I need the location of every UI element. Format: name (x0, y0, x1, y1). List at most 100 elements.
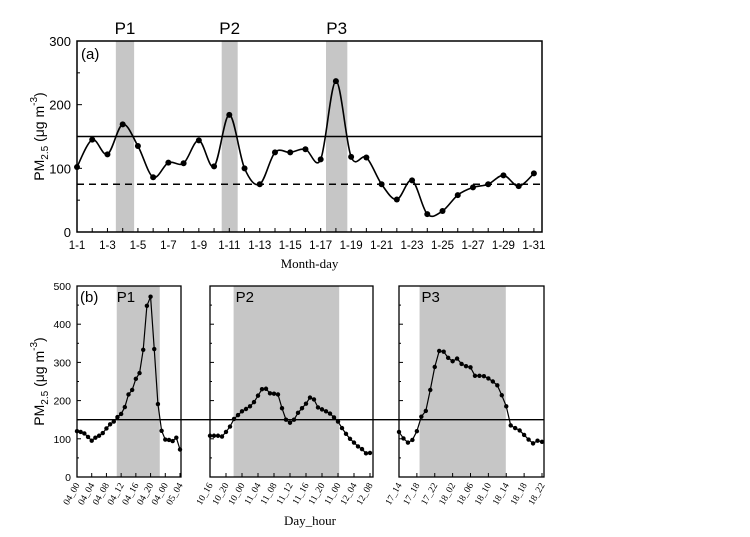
data-point (472, 373, 478, 378)
data-point (118, 411, 124, 417)
data-point (295, 410, 301, 416)
y-tick-label: 400 (53, 319, 71, 331)
data-point (141, 347, 146, 352)
x-tick-label: 1-17 (309, 240, 332, 252)
data-point (530, 441, 536, 446)
data-point (133, 376, 139, 382)
y-tick-label: 300 (49, 34, 71, 49)
data-point (155, 401, 161, 407)
data-point (515, 183, 522, 190)
period-label: P1 (115, 19, 136, 38)
data-point (521, 432, 527, 438)
data-point (134, 143, 141, 150)
data-point (530, 170, 537, 177)
data-point (539, 439, 545, 445)
data-point (223, 429, 229, 435)
data-point (267, 391, 273, 396)
data-point (247, 404, 253, 409)
y-label-part: ) (31, 337, 47, 342)
data-point (299, 406, 305, 411)
data-point (401, 436, 406, 441)
data-point (405, 440, 411, 445)
x-tick-label: 18_10 (473, 481, 494, 507)
x-tick-label: 12_08 (355, 481, 376, 507)
data-point (89, 438, 94, 443)
data-point (275, 392, 281, 397)
highlight-band-p1 (116, 286, 160, 477)
x-tick-label: 1-21 (370, 240, 393, 252)
y-label-part: ) (31, 92, 47, 97)
data-point (111, 419, 116, 424)
x-tick-label: 18_18 (509, 481, 530, 507)
data-point (311, 397, 317, 402)
data-point (227, 424, 233, 429)
data-point (463, 364, 469, 369)
data-point (423, 408, 429, 414)
data-point (499, 393, 504, 398)
data-point (271, 391, 277, 396)
data-point (504, 404, 509, 409)
data-point (255, 393, 261, 398)
data-point (271, 149, 278, 156)
y-label-part: PM (31, 405, 47, 426)
data-point (500, 172, 507, 179)
y-label-part: PM (31, 160, 47, 181)
data-point (439, 207, 446, 214)
data-point (469, 184, 476, 191)
data-point (445, 355, 451, 361)
panel-label: (b) (80, 289, 98, 306)
y-label-part: 2.5 (40, 145, 51, 159)
data-point (104, 426, 109, 431)
data-point (485, 181, 492, 188)
data-point (359, 446, 365, 452)
data-point (163, 437, 168, 442)
y-tick-label: 100 (49, 161, 71, 176)
x-tick-label: 18_06 (456, 481, 477, 507)
data-point (211, 433, 217, 438)
data-point (241, 165, 248, 172)
x-tick-label: 1-5 (130, 240, 147, 252)
x-axis-label: Day_hour (284, 513, 337, 528)
data-point (174, 435, 179, 440)
data-point (259, 386, 265, 392)
y-tick-label: 0 (65, 472, 71, 484)
x-tick-label: 1-11 (218, 240, 240, 252)
x-tick-label: 1-25 (431, 240, 454, 252)
data-point (348, 153, 355, 160)
data-point (343, 431, 349, 437)
data-point (115, 414, 120, 420)
x-tick-label: 1-31 (522, 240, 545, 252)
y-tick-label: 300 (53, 357, 71, 369)
x-tick-label: 18_02 (438, 481, 459, 507)
data-point (129, 387, 135, 393)
data-point (414, 428, 420, 434)
y-label-part: (μg m (31, 106, 47, 146)
data-point (180, 160, 187, 167)
data-point (468, 365, 473, 370)
data-point (347, 436, 353, 441)
period-label: P1 (117, 289, 135, 306)
data-point (315, 405, 321, 410)
data-point (159, 428, 164, 433)
x-tick-label: 18_14 (491, 481, 512, 507)
data-point (327, 411, 333, 416)
data-point (78, 429, 83, 435)
data-point (517, 428, 522, 433)
x-tick-label: 1-13 (248, 240, 271, 252)
data-point (512, 425, 518, 431)
data-point (148, 294, 153, 299)
data-point (219, 434, 225, 439)
data-point (119, 121, 126, 128)
x-tick-label: 1-15 (279, 240, 302, 252)
data-point (331, 415, 337, 420)
data-point (195, 137, 202, 144)
data-point (508, 423, 513, 428)
data-point (93, 435, 98, 440)
x-tick-label: 1-7 (160, 240, 177, 252)
data-point (82, 431, 87, 436)
data-point (323, 409, 329, 414)
data-point (339, 425, 345, 431)
data-point (104, 151, 111, 158)
data-point (239, 409, 245, 414)
